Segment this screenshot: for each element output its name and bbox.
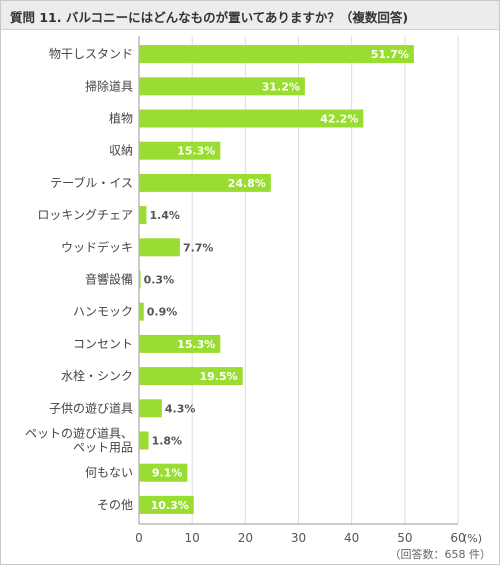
x-unit-label: (%) — [463, 532, 482, 545]
category-label: 収納 — [109, 144, 133, 158]
data-label: 9.1% — [152, 467, 183, 480]
chart-title: 質問 11. バルコニーにはどんなものが置いてありますか？（複数回答) — [10, 10, 409, 25]
data-label: 1.4% — [149, 209, 180, 222]
category-label-line: 植物 — [109, 111, 133, 126]
category-label-line: その他 — [97, 498, 133, 512]
bar — [139, 495, 194, 514]
category-label-line: コンセント — [73, 337, 133, 351]
x-tick-label: 0 — [135, 531, 143, 545]
data-label: 15.3% — [177, 338, 215, 351]
category-label-line: 何もない — [85, 466, 133, 480]
category-label: ウッドデッキ — [61, 239, 133, 254]
category-label: 何もない — [85, 466, 133, 480]
category-label: 子供の遊び道具 — [49, 400, 133, 415]
category-label-line: 水栓・シンク — [61, 368, 133, 383]
data-label: 19.5% — [200, 370, 238, 383]
category-label-line: 掃除道具 — [85, 78, 133, 93]
bar — [139, 109, 364, 128]
category-label-line: 収納 — [109, 144, 133, 158]
category-label: コンセント — [73, 337, 133, 351]
category-label: 植物 — [109, 111, 133, 126]
bar — [139, 431, 149, 450]
category-label-line: ペットの遊び道具、 — [25, 426, 133, 441]
bar — [139, 45, 414, 64]
data-label: 15.3% — [177, 145, 215, 158]
data-label: 42.2% — [320, 113, 358, 126]
category-label-line: 子供の遊び道具 — [49, 400, 133, 415]
bar — [139, 463, 188, 482]
x-tick-label: 20 — [238, 531, 253, 545]
bar — [139, 334, 221, 353]
data-label: 51.7% — [371, 48, 409, 61]
respondents-note: （回答数：658 件） — [390, 547, 492, 561]
category-label: 音響設備 — [85, 272, 133, 287]
x-tick-label: 60 — [450, 531, 465, 545]
category-label: 水栓・シンク — [61, 368, 133, 383]
category-label: その他 — [97, 498, 133, 512]
x-tick-label: 30 — [291, 531, 306, 545]
category-label-line: 物干しスタンド — [49, 47, 133, 61]
category-label-line: ロッキングチェア — [37, 208, 133, 222]
category-label: ペットの遊び道具、ペット用品 — [25, 426, 133, 455]
category-label: テーブル・イス — [50, 175, 133, 190]
category-label-line: テーブル・イス — [50, 175, 133, 190]
data-label: 0.9% — [147, 306, 178, 319]
bar — [139, 367, 243, 386]
chart-header: 質問 11. バルコニーにはどんなものが置いてありますか？（複数回答) — [1, 1, 499, 30]
data-label: 1.8% — [152, 435, 183, 448]
bar — [139, 206, 147, 225]
x-tick-label: 50 — [397, 531, 412, 545]
category-label: 掃除道具 — [85, 78, 133, 93]
category-label-line: ウッドデッキ — [61, 239, 133, 254]
category-label-line: ハンモック — [73, 305, 133, 319]
category-label: ロッキングチェア — [37, 208, 133, 222]
x-tick-label: 10 — [185, 531, 200, 545]
category-label-line: 音響設備 — [85, 272, 133, 287]
bar — [139, 173, 271, 192]
category-label-line: ペット用品 — [73, 441, 133, 455]
bar — [139, 77, 305, 96]
category-label: 物干しスタンド — [49, 47, 133, 61]
x-tick-label: 40 — [344, 531, 359, 545]
data-label: 31.2% — [262, 80, 300, 93]
bar — [139, 399, 162, 418]
data-label: 4.3% — [165, 402, 196, 415]
data-label: 7.7% — [183, 241, 214, 254]
bar — [139, 141, 221, 160]
data-label: 10.3% — [151, 499, 189, 512]
category-label: ハンモック — [73, 305, 133, 319]
bar — [139, 238, 180, 257]
data-label: 24.8% — [228, 177, 266, 190]
bar — [139, 270, 141, 289]
bar — [139, 302, 144, 321]
data-label: 0.3% — [144, 274, 175, 287]
